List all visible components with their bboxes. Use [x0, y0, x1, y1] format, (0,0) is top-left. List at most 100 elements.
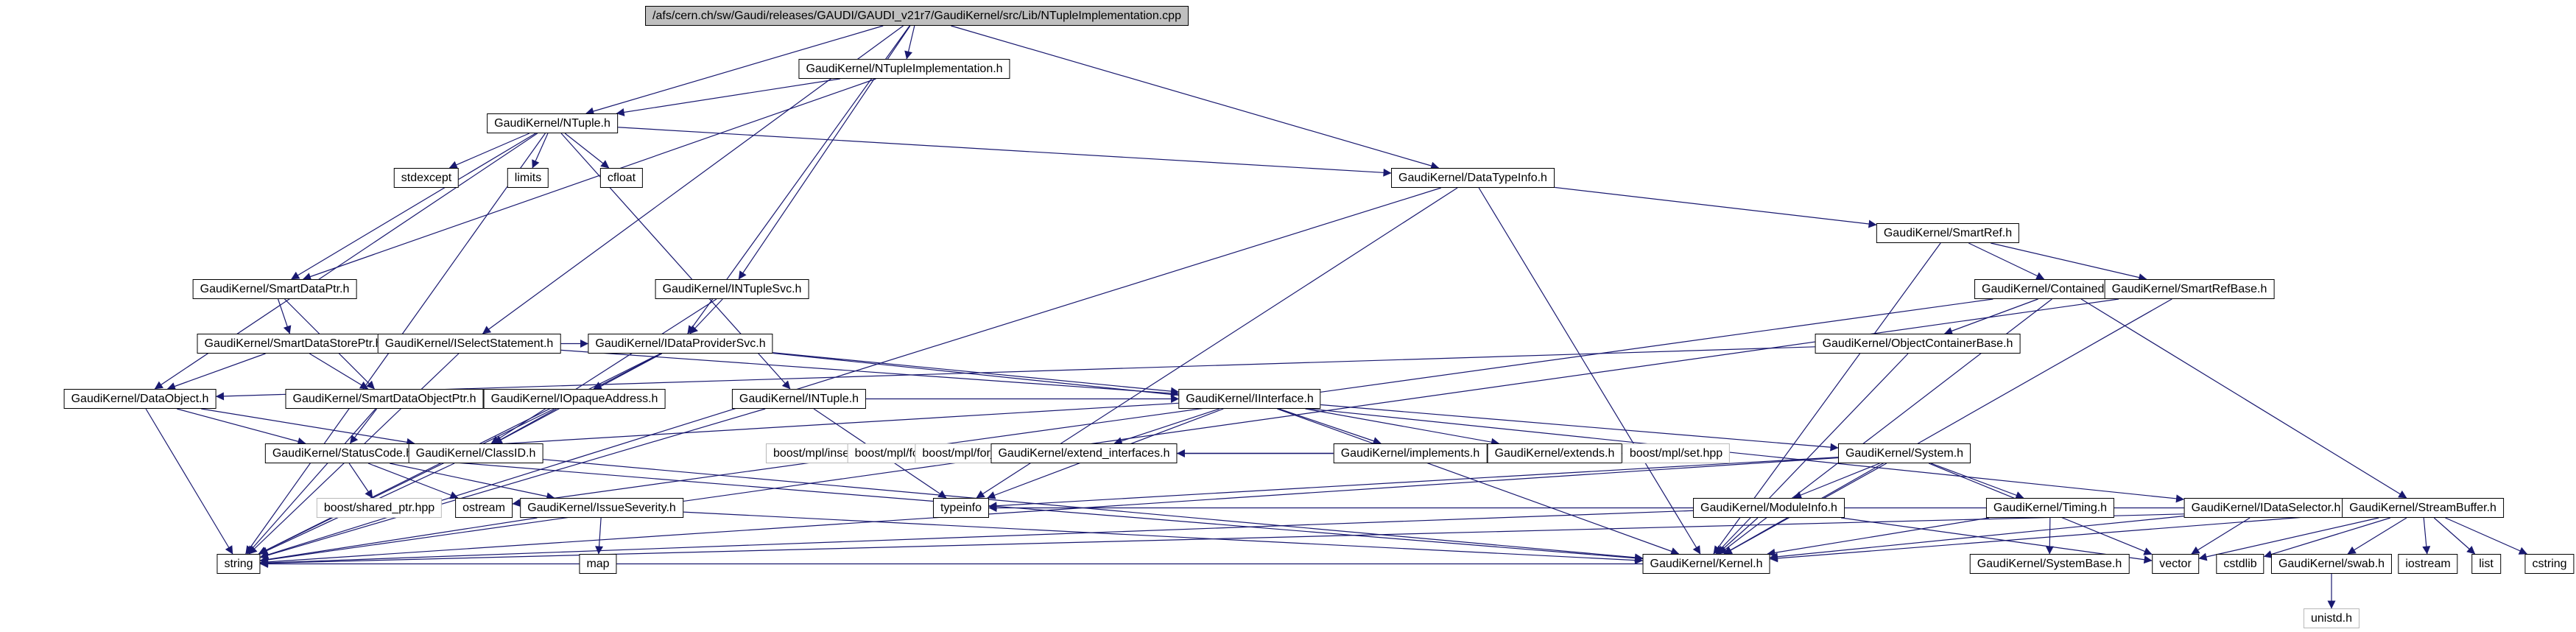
dependency-edge-ntuple_h-to-smartdataptr [291, 133, 536, 280]
main-file-node: /afs/cern.ch/sw/Gaudi/releases/GAUDI/GAU… [645, 6, 1189, 26]
dependency-edge-dataobject-to-classid [201, 408, 415, 446]
include-node-limits[interactable]: limits [507, 168, 549, 188]
include-node-shared_ptr[interactable]: boost/shared_ptr.hpp [316, 498, 443, 518]
include-node-extends[interactable]: GaudiKernel/extends.h [1487, 443, 1622, 463]
dependency-edge-iinterface-to-extend_interfaces [1113, 408, 1220, 445]
include-node-iopaqueaddress[interactable]: GaudiKernel/IOpaqueAddress.h [483, 389, 666, 409]
dependency-edge-ntuple_h-to-limits [532, 133, 549, 169]
dependency-edge-smartdatastoreptr-to-smartdataobjectptr [309, 353, 369, 390]
dependency-edge-streambuffer-to-list [2433, 517, 2476, 555]
dependency-edge-streambuffer-to-iostream [2422, 517, 2431, 555]
include-node-ntupleimpl_h[interactable]: GaudiKernel/NTupleImplementation.h [798, 59, 1010, 79]
include-node-statuscode[interactable]: GaudiKernel/StatusCode.h [264, 443, 420, 463]
dependency-edge-smartdataobjectptr-to-statuscode [349, 408, 378, 444]
dependency-edge-objectcontainerbase-to-dataobject [215, 346, 1815, 401]
include-node-mpl_set[interactable]: boost/mpl/set.hpp [1622, 443, 1731, 463]
dependency-edge-ntuple_h-to-datatypeinfo [617, 127, 1392, 177]
dependency-edge-statuscode-to-kernel [419, 459, 1644, 563]
dependency-edge-iinterface-to-system [1320, 404, 1839, 452]
dependency-edge-intuplesvc-to-idataprovidersvc [689, 298, 723, 334]
dependency-edge-cpp-to-datatypeinfo [951, 25, 1440, 170]
dependency-edge-containedobject-to-objectcontainerbase [1943, 298, 2038, 335]
dependency-edge-smartdataobjectptr-to-string [247, 408, 376, 555]
include-node-string[interactable]: string [217, 554, 261, 574]
include-node-dataobject[interactable]: GaudiKernel/DataObject.h [63, 389, 217, 409]
include-node-iostream[interactable]: iostream [2398, 554, 2458, 574]
dependency-edge-classid-to-kernel [543, 459, 1644, 562]
include-node-system[interactable]: GaudiKernel/System.h [1837, 443, 1971, 463]
dependency-edge-idataprovidersvc-to-iopaqueaddress [593, 353, 662, 390]
dependency-edge-iinterface-to-statuscode [419, 402, 1179, 453]
dependency-edge-moduleinfo-to-kernel [1717, 517, 1759, 555]
dependency-edge-system-to-moduleinfo [1793, 463, 1880, 499]
include-node-smartdataobjectptr[interactable]: GaudiKernel/SmartDataObjectPtr.h [285, 389, 484, 409]
dependency-edge-idataselector-to-vector [2191, 517, 2251, 555]
dependency-edge-ntupleimpl_h-to-smartdataptr [303, 78, 876, 281]
include-node-cfloat[interactable]: cfloat [599, 168, 644, 188]
dependency-edge-system-to-string [259, 457, 1839, 566]
dependency-edge-streambuffer-to-swab [2347, 517, 2407, 555]
include-node-vector[interactable]: vector [2152, 554, 2199, 574]
include-node-typeinfo[interactable]: typeinfo [932, 498, 990, 518]
include-node-datatypeinfo[interactable]: GaudiKernel/DataTypeInfo.h [1391, 168, 1555, 188]
include-node-list[interactable]: list [2471, 554, 2501, 574]
dependency-edge-ntuple_h-to-cfloat [564, 133, 610, 169]
include-node-ostream[interactable]: ostream [455, 498, 513, 518]
dependency-edge-statuscode-to-issueseverity [390, 463, 555, 501]
include-node-ntuple_h[interactable]: GaudiKernel/NTuple.h [487, 113, 618, 133]
dependency-edge-dataobject-to-statuscode [177, 408, 306, 446]
include-node-objectcontainerbase[interactable]: GaudiKernel/ObjectContainerBase.h [1815, 334, 2021, 354]
dependency-edge-iinterface-to-implements [1278, 408, 1382, 445]
include-node-issueseverity[interactable]: GaudiKernel/IssueSeverity.h [520, 498, 683, 518]
include-node-smartdataptr[interactable]: GaudiKernel/SmartDataPtr.h [192, 279, 357, 299]
dependency-edge-objectcontainerbase-to-kernel [1715, 353, 1909, 555]
include-node-extend_interfaces[interactable]: GaudiKernel/extend_interfaces.h [990, 443, 1178, 463]
include-node-intuplesvc[interactable]: GaudiKernel/INTupleSvc.h [655, 279, 809, 299]
dependency-edge-smartref-to-containedobject [1968, 242, 2045, 280]
dependency-edge-system-to-timing [1930, 463, 2024, 499]
dependency-edge-ntupleimpl_h-to-ntuple_h [616, 78, 840, 116]
include-node-map[interactable]: map [579, 554, 617, 574]
dependency-edge-intuplesvc-to-classid [490, 298, 717, 444]
dependency-edge-system-to-typeinfo [988, 457, 1839, 510]
dependency-edge-cpp-to-ntuple_h [585, 25, 884, 116]
include-node-systembase[interactable]: GaudiKernel/SystemBase.h [1969, 554, 2130, 574]
dependency-edge-moduleinfo-to-vector [1840, 517, 2153, 564]
dependency-edge-statuscode-to-shared_ptr [348, 463, 373, 499]
dependency-edge-idataprovidersvc-to-iinterface [773, 352, 1180, 396]
include-node-swab[interactable]: GaudiKernel/swab.h [2270, 554, 2393, 574]
dependency-edge-idataprovidersvc-to-idataselector [773, 352, 2185, 503]
dependency-edge-timing-to-kernel [1767, 517, 1990, 557]
dependency-edge-intuple_h-to-string [259, 408, 766, 560]
include-node-cstring[interactable]: cstring [2524, 554, 2575, 574]
dependency-edge-statuscode-to-ostream [367, 463, 459, 499]
include-node-kernel[interactable]: GaudiKernel/Kernel.h [1642, 554, 1770, 574]
dependency-edge-issueseverity-to-string [259, 517, 538, 563]
dependency-edge-containedobject-to-streambuffer [2080, 298, 2407, 499]
include-node-iselectstatement[interactable]: GaudiKernel/ISelectStatement.h [377, 334, 561, 354]
include-node-smartrefbase[interactable]: GaudiKernel/SmartRefBase.h [2104, 279, 2275, 299]
include-node-classid[interactable]: GaudiKernel/ClassID.h [408, 443, 543, 463]
dependency-edge-datatypeinfo-to-smartref [1554, 186, 1877, 228]
dependency-edge-streambuffer-to-kernel [1769, 513, 2343, 563]
dependency-edge-issueseverity-to-kernel [683, 511, 1644, 565]
include-node-streambuffer[interactable]: GaudiKernel/StreamBuffer.h [2342, 498, 2504, 518]
include-node-idataprovidersvc[interactable]: GaudiKernel/IDataProviderSvc.h [588, 334, 773, 354]
include-node-stdexcept[interactable]: stdexcept [393, 168, 460, 188]
include-node-iinterface[interactable]: GaudiKernel/IInterface.h [1178, 389, 1321, 409]
include-node-unistd[interactable]: unistd.h [2303, 608, 2360, 628]
include-node-smartdatastoreptr[interactable]: GaudiKernel/SmartDataStorePtr.h [197, 334, 390, 354]
include-node-timing[interactable]: GaudiKernel/Timing.h [1985, 498, 2115, 518]
include-node-cstdlib[interactable]: cstdlib [2216, 554, 2264, 574]
include-node-intuple_h[interactable]: GaudiKernel/INTuple.h [731, 389, 867, 409]
dependency-edge-smartdataptr-to-smartdatastoreptr [277, 298, 292, 334]
include-node-idataselector[interactable]: GaudiKernel/IDataSelector.h [2183, 498, 2348, 518]
dependency-edge-ntuple_h-to-stdexcept [448, 133, 530, 169]
dependency-edge-issueseverity-to-map [595, 517, 604, 555]
include-node-implements[interactable]: GaudiKernel/implements.h [1333, 443, 1488, 463]
dependency-edge-streambuffer-to-cstring [2445, 517, 2527, 555]
include-node-smartref[interactable]: GaudiKernel/SmartRef.h [1876, 223, 2020, 243]
include-node-moduleinfo[interactable]: GaudiKernel/ModuleInfo.h [1693, 498, 1845, 518]
